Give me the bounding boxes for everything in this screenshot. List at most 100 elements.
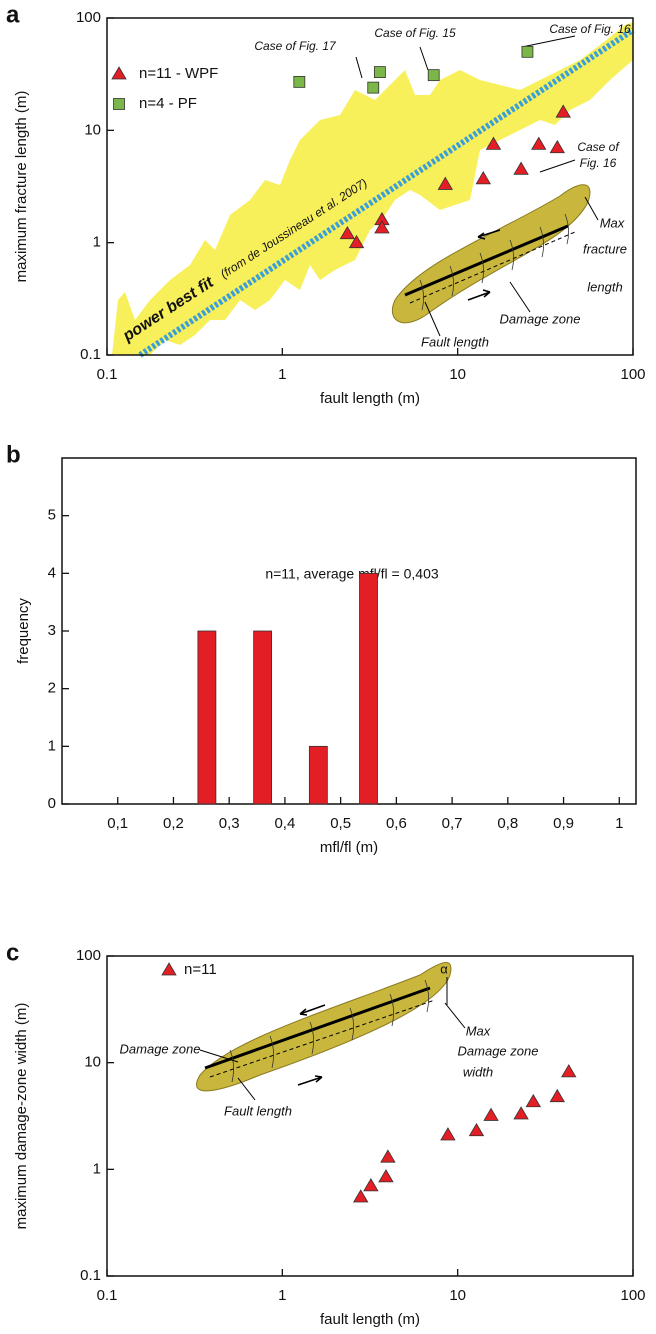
annotation: Fault length [224, 1103, 292, 1118]
panel-label: a [6, 1, 20, 28]
plot-frame [61, 457, 637, 805]
x-tick-label: 0.1 [97, 1287, 118, 1304]
marker [378, 1169, 394, 1183]
annotation: Max [600, 215, 625, 230]
x-axis-title: fault length (m) [320, 390, 420, 407]
marker [363, 1178, 379, 1192]
marker [440, 1127, 456, 1141]
y-tick-label: 100 [76, 9, 101, 26]
envelope [112, 22, 633, 355]
bar [308, 745, 328, 805]
y-tick-label: 2 [48, 680, 56, 697]
annotation: Fig. 16 [580, 156, 617, 170]
y-tick-label: 0.1 [80, 346, 101, 363]
panel-label: b [6, 441, 21, 468]
marker [513, 1106, 529, 1120]
plot-frame [106, 17, 634, 356]
marker [437, 176, 453, 190]
annotation: Case of Fig. 17 [254, 39, 337, 53]
annotation: α [440, 961, 448, 976]
x-tick-label: 0,7 [442, 815, 463, 832]
marker [353, 1189, 369, 1203]
marker [475, 171, 491, 185]
x-tick-label: 0,9 [553, 815, 574, 832]
annotation: length [587, 279, 622, 294]
bar [359, 572, 378, 805]
y-tick-label: 4 [48, 564, 56, 581]
legend-label: n=11 - WPF [139, 65, 218, 82]
annotation: Damage zone [458, 1043, 539, 1058]
legend-label: n=4 - PF [139, 95, 197, 112]
y-tick-label: 100 [76, 947, 101, 964]
y-tick-label: 0 [48, 795, 56, 812]
x-tick-label: 0.1 [97, 366, 118, 383]
marker [525, 1093, 541, 1108]
fit-line [138, 27, 635, 358]
annotation: width [463, 1064, 493, 1079]
y-tick-label: 0.1 [80, 1267, 101, 1284]
x-tick-label: 0,1 [107, 815, 128, 832]
y-tick-label: 1 [93, 234, 101, 251]
y-tick-label: 10 [84, 1054, 101, 1071]
x-tick-label: 1 [278, 366, 286, 383]
x-tick-label: 0,5 [330, 815, 351, 832]
x-tick-label: 1 [615, 815, 623, 832]
marker [427, 69, 440, 82]
x-tick-label: 0,3 [219, 815, 240, 832]
y-tick-label: 1 [93, 1160, 101, 1177]
x-tick-label: 0,8 [497, 815, 518, 832]
x-tick-label: 1 [278, 1287, 286, 1304]
y-tick-label: 1 [48, 737, 56, 754]
marker [549, 1088, 565, 1103]
x-axis-title: mfl/fl (m) [320, 839, 378, 856]
bar [253, 630, 273, 805]
annotation: n=11, average mfl/fl = 0,403 [265, 566, 439, 582]
x-tick-label: 100 [620, 1287, 645, 1304]
y-axis-title: maximum damage-zone width (m) [13, 1003, 30, 1230]
marker [161, 962, 177, 976]
marker [373, 66, 386, 78]
marker [348, 234, 365, 249]
marker [549, 139, 565, 154]
panel-label: c [6, 939, 19, 966]
annotation: Case of Fig. 16 [549, 22, 631, 36]
marker [374, 220, 390, 234]
annotation: Fault length [421, 334, 489, 349]
x-tick-label: 0,4 [274, 815, 295, 832]
marker [367, 81, 380, 94]
y-axis-title: frequency [15, 598, 32, 664]
y-tick-label: 10 [84, 121, 101, 138]
marker [561, 1064, 577, 1078]
marker [521, 45, 534, 58]
y-tick-label: 3 [48, 622, 56, 639]
annotation: Case of [577, 140, 620, 154]
annotation: fracture [583, 241, 627, 256]
marker [513, 161, 529, 175]
x-tick-label: 10 [449, 366, 466, 383]
marker [483, 1107, 499, 1121]
marker [485, 136, 502, 150]
annotation: Max [466, 1023, 491, 1038]
bar [197, 630, 217, 805]
x-tick-label: 10 [449, 1287, 466, 1304]
marker [468, 1122, 485, 1137]
x-axis-title: fault length (m) [320, 1311, 420, 1328]
x-tick-label: 0,2 [163, 815, 184, 832]
plot-frame [106, 955, 634, 1277]
legend-label: n=11 [184, 961, 217, 978]
marker [293, 75, 306, 88]
marker [111, 66, 127, 80]
marker [555, 104, 571, 118]
marker [339, 225, 356, 240]
annotation: Case of Fig. 15 [374, 26, 456, 40]
x-tick-label: 0,6 [386, 815, 407, 832]
y-axis-title: maximum fracture length (m) [13, 91, 30, 283]
marker [113, 98, 125, 110]
y-tick-label: 5 [48, 507, 56, 524]
annotation: Damage zone [500, 311, 581, 326]
marker [531, 136, 547, 150]
inset-a [355, 35, 599, 337]
annotation: Damage zone [120, 1041, 201, 1056]
x-tick-label: 100 [620, 366, 645, 383]
